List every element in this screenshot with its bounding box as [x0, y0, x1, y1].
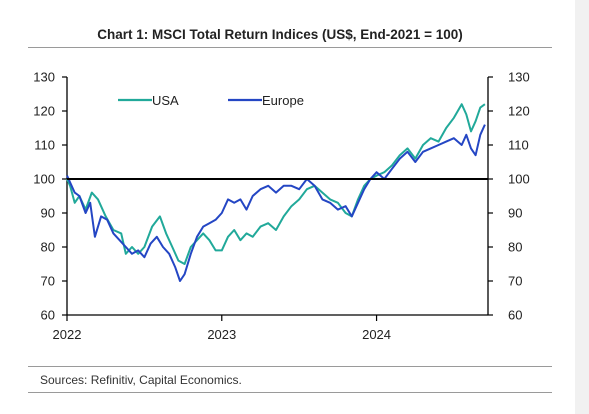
- y-tick-label-right: 70: [508, 274, 522, 289]
- y-tick-label-left: 100: [33, 172, 55, 187]
- x-tick-label: 2024: [362, 327, 391, 342]
- y-tick-label-right: 110: [508, 138, 529, 153]
- source-divider-top: [28, 366, 552, 367]
- y-tick-label-left: 120: [33, 104, 55, 119]
- y-tick-label-left: 90: [41, 206, 55, 221]
- source-divider-bottom: [28, 392, 552, 393]
- legend-label-usa: USA: [152, 93, 179, 108]
- y-tick-label-left: 110: [34, 138, 55, 153]
- y-tick-label-left: 130: [33, 70, 55, 85]
- y-tick-label-left: 70: [41, 274, 55, 289]
- y-tick-label-right: 130: [508, 70, 530, 85]
- series-line-europe: [66, 124, 486, 282]
- y-tick-label-left: 80: [41, 240, 55, 255]
- x-tick-label: 2023: [207, 327, 236, 342]
- y-tick-label-left: 60: [41, 308, 55, 323]
- right-margin-strip: [575, 0, 589, 414]
- source-note: Sources: Refinitiv, Capital Economics.: [40, 373, 242, 387]
- y-tick-label-right: 120: [508, 104, 530, 119]
- legend-label-europe: Europe: [262, 93, 304, 108]
- y-tick-label-right: 100: [508, 172, 530, 187]
- y-tick-label-right: 60: [508, 308, 522, 323]
- y-tick-label-right: 80: [508, 240, 522, 255]
- series-line-usa: [66, 103, 486, 265]
- y-tick-label-right: 90: [508, 206, 522, 221]
- chart-title: Chart 1: MSCI Total Return Indices (US$,…: [97, 27, 463, 42]
- title-divider: [28, 47, 552, 48]
- x-tick-label: 2022: [53, 327, 82, 342]
